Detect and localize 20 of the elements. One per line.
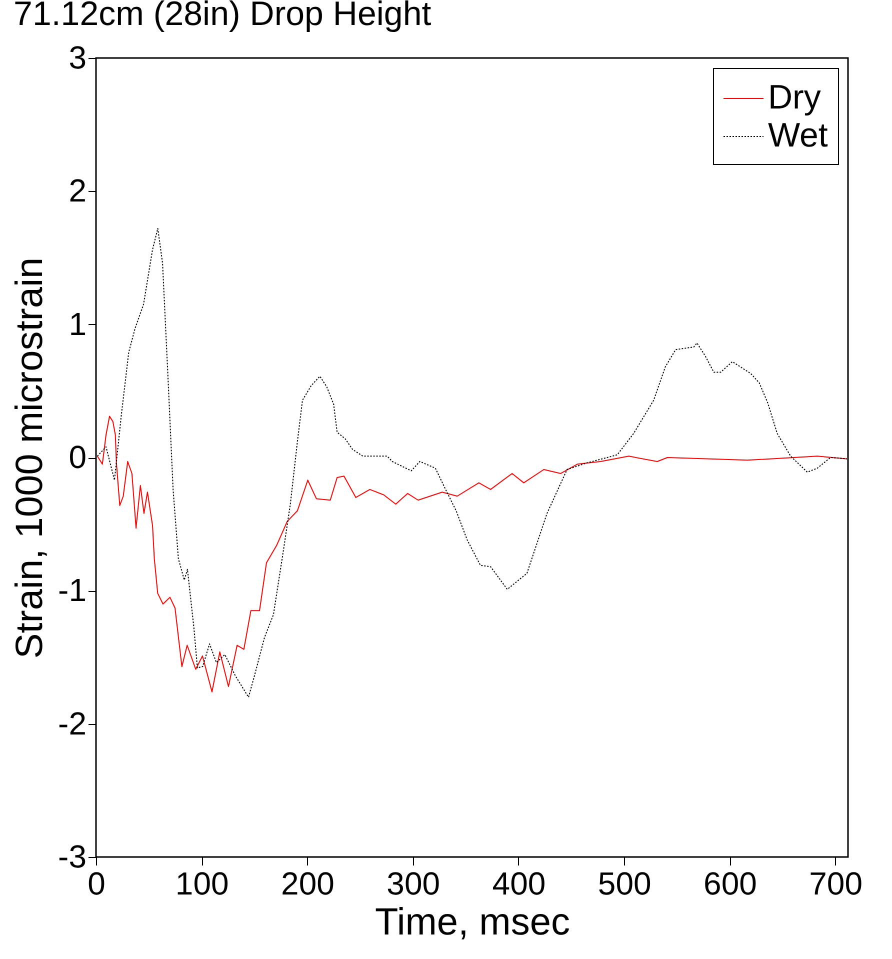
y-tick-label: 3 (68, 40, 86, 76)
y-axis-title: Strain, 1000 microstrain (9, 257, 52, 659)
x-tick-label: 100 (175, 866, 229, 902)
legend-label: Dry (768, 78, 821, 116)
y-tick-label: 0 (68, 439, 86, 475)
x-tick-label: 600 (704, 866, 757, 902)
y-tick-label: -1 (58, 572, 86, 608)
y-tick-label: -3 (58, 838, 86, 874)
y-tick-label: 1 (68, 306, 86, 342)
line-series (96, 416, 848, 692)
y-tick-label: 2 (68, 172, 86, 209)
chart-title: 71.12cm (28in) Drop Height (14, 0, 432, 33)
legend-label: Wet (768, 116, 828, 154)
y-tick-label: -2 (58, 705, 86, 742)
x-axis-title: Time, msec (375, 902, 570, 944)
x-tick-label: 700 (809, 866, 863, 902)
x-tick-label: 200 (281, 866, 334, 902)
x-tick-label: 300 (386, 866, 440, 902)
x-tick-label: 500 (598, 866, 652, 902)
x-tick-label: 400 (492, 866, 546, 902)
